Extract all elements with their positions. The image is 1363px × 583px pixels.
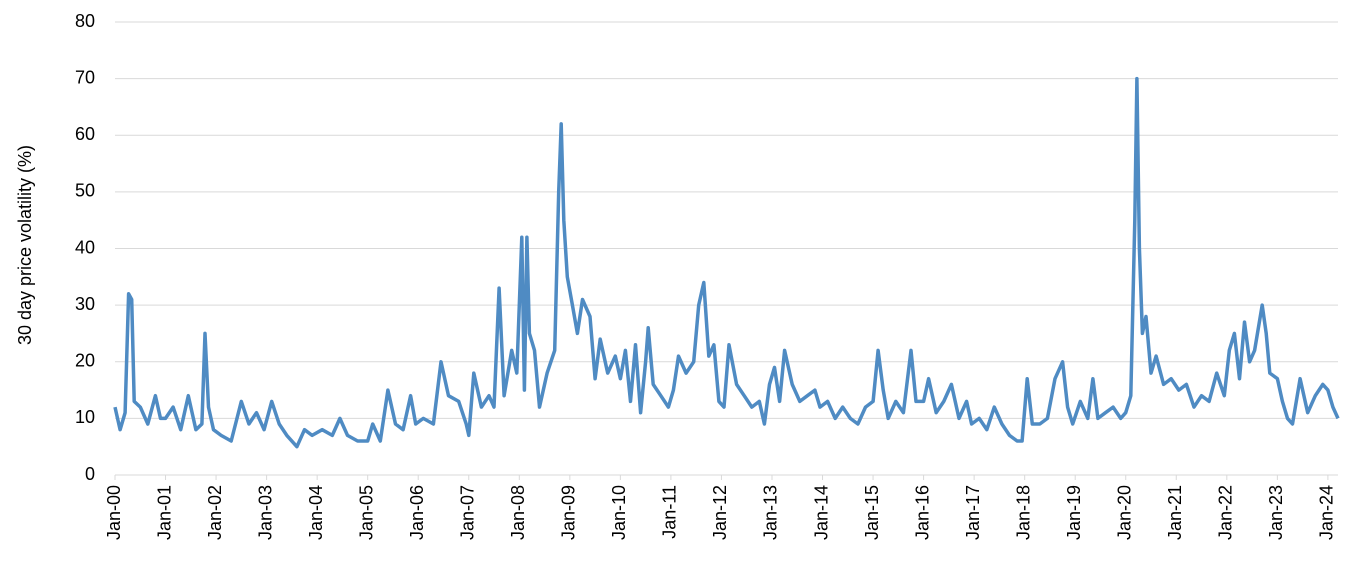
x-tick-label: Jan-16 (912, 485, 932, 540)
x-tick-label: Jan-20 (1114, 485, 1134, 540)
y-tick-label: 60 (75, 124, 95, 144)
x-tick-label: Jan-02 (205, 485, 225, 540)
y-tick-label: 10 (75, 407, 95, 427)
x-tick-label: Jan-15 (862, 485, 882, 540)
x-tick-label: Jan-24 (1317, 485, 1337, 540)
x-tick-label: Jan-22 (1216, 485, 1236, 540)
x-tick-label: Jan-08 (508, 485, 528, 540)
x-tick-label: Jan-19 (1064, 485, 1084, 540)
x-tick-label: Jan-05 (356, 485, 376, 540)
x-tick-label: Jan-06 (407, 485, 427, 540)
x-tick-label: Jan-03 (255, 485, 275, 540)
y-tick-label: 0 (85, 464, 95, 484)
x-tick-label: Jan-09 (559, 485, 579, 540)
x-tick-label: Jan-17 (963, 485, 983, 540)
x-tick-label: Jan-07 (458, 485, 478, 540)
x-tick-label: Jan-00 (104, 485, 124, 540)
x-tick-label: Jan-01 (154, 485, 174, 540)
x-tick-label: Jan-23 (1266, 485, 1286, 540)
y-tick-label: 80 (75, 11, 95, 31)
x-tick-label: Jan-14 (811, 485, 831, 540)
x-tick-label: Jan-10 (609, 485, 629, 540)
x-tick-label: Jan-04 (306, 485, 326, 540)
y-tick-label: 20 (75, 351, 95, 371)
x-tick-label: Jan-21 (1165, 485, 1185, 540)
y-tick-label: 50 (75, 181, 95, 201)
x-tick-label: Jan-18 (1013, 485, 1033, 540)
y-tick-label: 30 (75, 294, 95, 314)
x-tick-label: Jan-12 (710, 485, 730, 540)
x-tick-label: Jan-11 (660, 485, 680, 539)
y-axis-title: 30 day price volatility (%) (15, 145, 35, 345)
y-tick-label: 40 (75, 237, 95, 257)
x-tick-label: Jan-13 (761, 485, 781, 540)
line-series (113, 76, 1340, 449)
y-tick-label: 70 (75, 67, 95, 87)
